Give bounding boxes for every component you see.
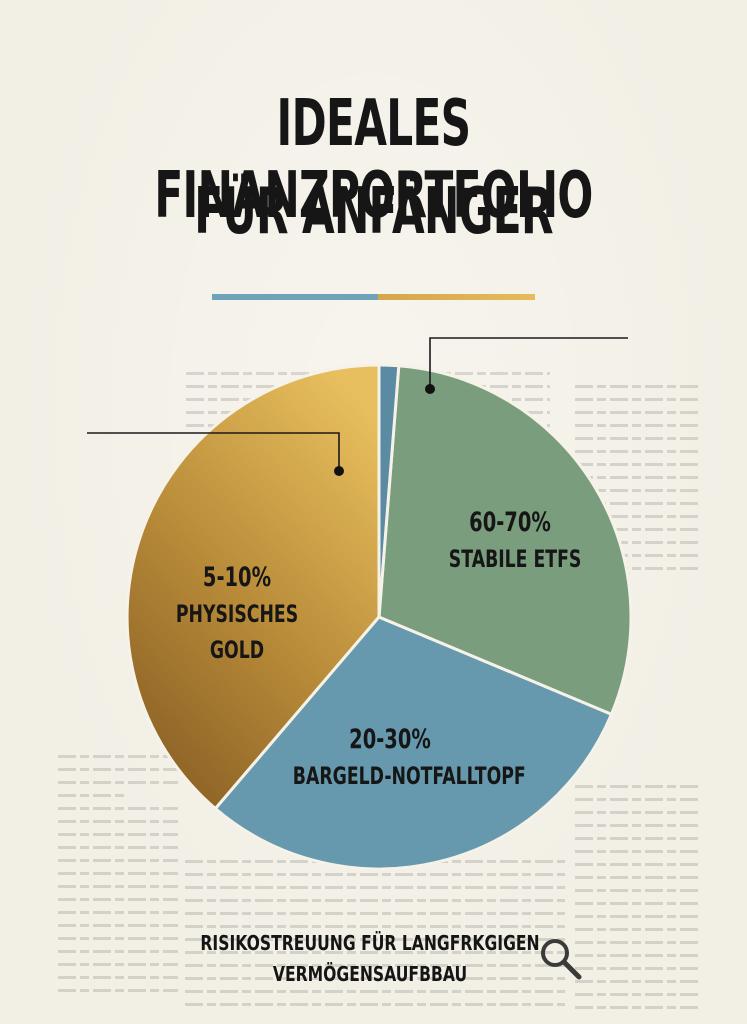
label-cash-percent: 20-30% [349,724,431,755]
slice-etfs [377,364,633,716]
slice-gold [125,363,381,811]
leader-line-etfs [429,337,628,388]
label-gold-name-line2: GOLD [209,636,265,664]
caption: RISIKOSTREUUNG FÜR LANGFRKGIGEN VERMÖGEN… [191,928,550,990]
leader-line-gold [87,432,340,470]
label-etfs: 60-70% STABILE ETFS [448,505,582,577]
slice-cash [213,615,613,871]
label-gold-name-line1: PHYSISCHES [175,600,299,628]
label-cash: 20-30% BARGELD-NOTFALLTOPF [292,722,526,794]
label-cash-name: BARGELD-NOTFALLTOPF [292,762,526,790]
caption-line-2: VERMÖGENSAUFBBAU [272,962,468,986]
magnifier-icon [541,939,582,980]
label-etfs-percent: 60-70% [469,507,551,538]
divider-gold-segment [378,294,535,300]
title-line-1: IDEALES FINANZPORTFOLIO [154,87,593,233]
leader-dot-gold [334,466,344,476]
slice-sliver [377,363,401,619]
background-text-block [575,785,700,1020]
background-text-block [575,385,700,575]
title-line-2: FÜR ANFÄNGER [194,175,553,249]
background-text-block [58,755,178,1015]
label-etfs-name: STABILE ETFS [448,545,582,573]
caption-line-1: RISIKOSTREUUNG FÜR LANGFRKGIGEN [200,931,540,955]
leader-dot-etfs [425,384,435,394]
label-gold: 5-10% PHYSISCHES GOLD [176,560,298,668]
label-gold-percent: 5-10% [202,562,272,593]
divider-blue-segment [212,294,378,300]
